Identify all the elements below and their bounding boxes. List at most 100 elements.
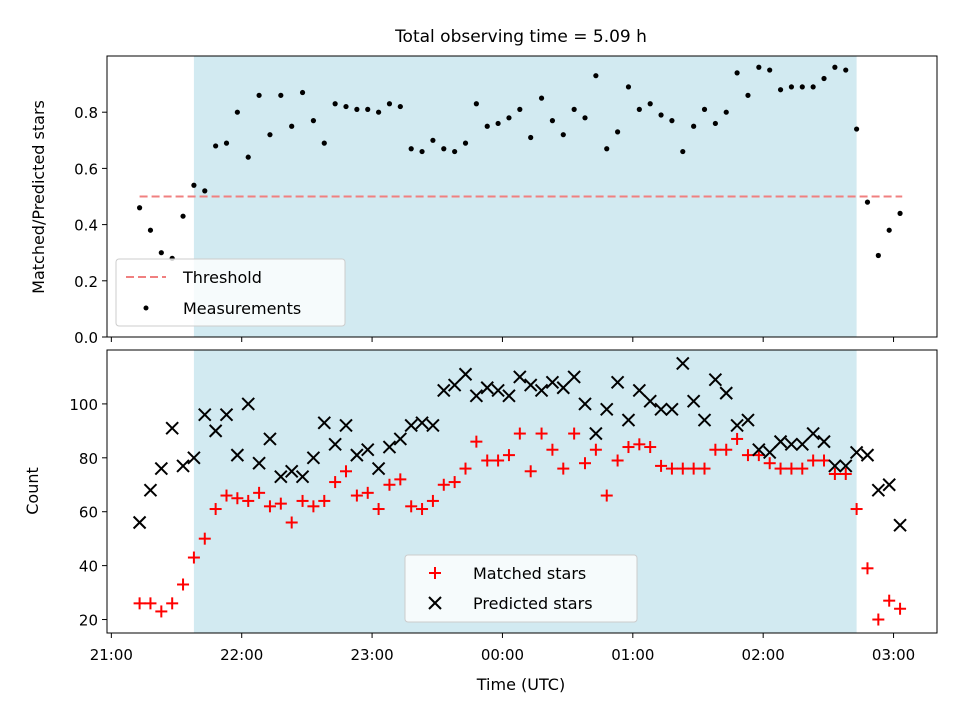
- predicted-point: [610, 375, 625, 390]
- measurement-point: [267, 132, 273, 138]
- matched-point: [828, 467, 841, 480]
- matched-point: [340, 465, 353, 478]
- predicted-point: [893, 518, 907, 532]
- matched-point: [372, 503, 385, 516]
- predicted-point: [741, 413, 755, 427]
- measurement-point: [397, 103, 403, 110]
- predicted-point: [871, 483, 886, 497]
- measurement-point: [723, 109, 729, 115]
- predicted-point: [252, 456, 266, 470]
- measurement-point: [658, 112, 664, 118]
- predicted-point: [708, 372, 723, 387]
- matched-point: [785, 462, 798, 475]
- x-axis-label: Time (UTC): [476, 675, 565, 694]
- predicted-point: [230, 448, 245, 462]
- predicted-point: [545, 375, 560, 390]
- matched-point: [416, 503, 429, 516]
- measurement-point: [223, 140, 230, 146]
- matched-point: [579, 457, 592, 470]
- matched-point: [720, 443, 733, 456]
- measurement-point: [408, 146, 414, 152]
- predicted-point: [274, 469, 288, 484]
- x-tick-label-1: 22:00: [220, 646, 263, 664]
- bottom-y-axis-label: Count: [23, 467, 42, 515]
- predicted-point: [523, 378, 538, 392]
- matched-point: [437, 478, 450, 491]
- measurement-point: [734, 70, 740, 76]
- matched-point: [502, 449, 515, 462]
- bottom-y-tick-label-1: 40: [79, 558, 98, 576]
- predicted-point: [849, 445, 864, 460]
- predicted-point: [208, 424, 223, 438]
- matched-point: [633, 438, 646, 451]
- measurement-point: [886, 227, 892, 233]
- matched-point: [611, 454, 624, 467]
- predicted-point: [198, 407, 212, 422]
- predicted-points: [132, 356, 907, 532]
- matched-point: [687, 462, 700, 475]
- matched-point: [774, 462, 787, 475]
- measurement-point: [234, 109, 240, 115]
- predicted-point: [371, 461, 386, 476]
- measurement-point: [821, 75, 827, 82]
- measurement-point: [593, 73, 599, 79]
- measurement-point: [452, 148, 458, 155]
- legend-predicted-label: Predicted stars: [473, 594, 593, 613]
- matched-point: [535, 427, 548, 440]
- predicted-point: [882, 478, 896, 492]
- x-tick-label-0: 21:00: [90, 646, 133, 664]
- predicted-point: [241, 397, 255, 411]
- matched-point: [448, 476, 461, 489]
- matched-point: [187, 551, 200, 564]
- measurement-point: [636, 106, 642, 112]
- predicted-point: [295, 469, 310, 484]
- bottom-legend-box: [404, 554, 638, 623]
- top-frame: [106, 55, 938, 338]
- matched-point: [350, 489, 363, 502]
- predicted-point: [806, 426, 820, 441]
- matched-point: [839, 467, 852, 480]
- legend-matched-label: Matched stars: [473, 564, 586, 583]
- measurement-point: [506, 115, 512, 121]
- measurement-point: [289, 123, 295, 129]
- measurement-point: [191, 182, 197, 188]
- matched-point: [231, 492, 244, 505]
- predicted-point: [665, 402, 679, 417]
- predicted-point: [686, 394, 701, 408]
- measurement-point: [202, 188, 208, 194]
- matched-point: [818, 454, 831, 467]
- predicted-point: [415, 416, 429, 430]
- measurement-point: [788, 84, 795, 90]
- measurement-point: [604, 146, 610, 152]
- predicted-point: [187, 451, 201, 465]
- predicted-point: [567, 370, 581, 384]
- matched-point: [405, 500, 418, 513]
- measurement-point: [669, 118, 675, 124]
- measurement-point: [473, 101, 479, 107]
- measurement-point: [615, 129, 621, 135]
- matched-point: [600, 489, 613, 502]
- matched-point: [144, 597, 157, 610]
- predicted-point: [393, 432, 408, 446]
- predicted-point: [534, 383, 549, 398]
- measurement-point: [538, 95, 545, 101]
- predicted-point: [513, 370, 527, 384]
- bottom-y-tick-label-4: 100: [69, 396, 98, 414]
- predicted-point: [860, 448, 875, 462]
- measurement-point: [147, 227, 154, 233]
- top-panel: 0.00.20.40.60.8 Matched/Predicted stars …: [29, 55, 938, 347]
- predicted-point: [643, 394, 657, 408]
- chart-title: Total observing time = 5.09 h: [394, 27, 647, 47]
- matched-point: [872, 613, 885, 626]
- measurement-point: [745, 92, 751, 98]
- measurement-point: [712, 120, 718, 127]
- predicted-point: [654, 402, 668, 417]
- measurement-point: [462, 140, 469, 146]
- measurement-point: [864, 199, 871, 205]
- predicted-point: [165, 421, 179, 435]
- predicted-point: [447, 378, 462, 392]
- measurement-point: [756, 64, 762, 70]
- predicted-point: [361, 443, 375, 457]
- measurement-point: [213, 143, 219, 149]
